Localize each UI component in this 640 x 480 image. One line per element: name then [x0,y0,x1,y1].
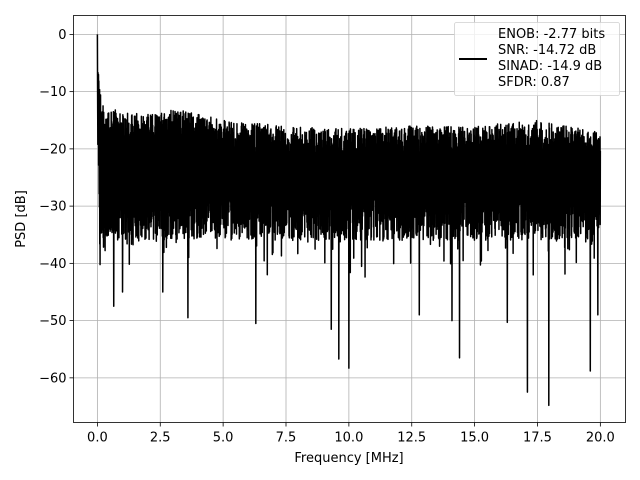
x-tick-label: 10.0 [334,431,363,446]
x-tick-label: 0.0 [87,431,108,446]
y-tick-label: −60 [39,371,66,386]
legend-snr: SNR: -14.72 dB [498,43,596,58]
x-tick-label: 15.0 [460,431,489,446]
x-tick-label: 5.0 [213,431,234,446]
legend-sfdr: SFDR: 0.87 [498,75,570,90]
legend-enob: ENOB: -2.77 bits [498,27,605,42]
psd-trace [96,34,602,407]
legend-box [454,22,620,96]
psd-line [96,34,602,407]
x-axis-label: Frequency [MHz] [294,451,403,466]
x-tick-label: 20.0 [586,431,615,446]
legend-sinad: SINAD: -14.9 dB [498,59,602,74]
y-tick-label: −40 [39,257,66,272]
y-tick-label: 0 [58,28,66,43]
y-tick-label: −30 [39,200,66,215]
y-tick-label: −50 [39,314,66,329]
x-tick-label: 12.5 [397,431,426,446]
y-axis-label: PSD [dB] [14,190,29,248]
y-tick-label: −10 [39,85,66,100]
x-tick-label: 2.5 [150,431,171,446]
legend: ENOB: -2.77 bits SNR: -14.72 dB SINAD: -… [454,22,620,96]
x-tick-label: 7.5 [276,431,297,446]
plot-frame [73,15,626,423]
x-tick-label: 17.5 [523,431,552,446]
axis-ticks: 0.0 2.5 5.0 7.5 10.0 12.5 15.0 17.5 20.0 0 −10 −20 −… [39,28,615,446]
y-tick-label: −20 [39,142,66,157]
